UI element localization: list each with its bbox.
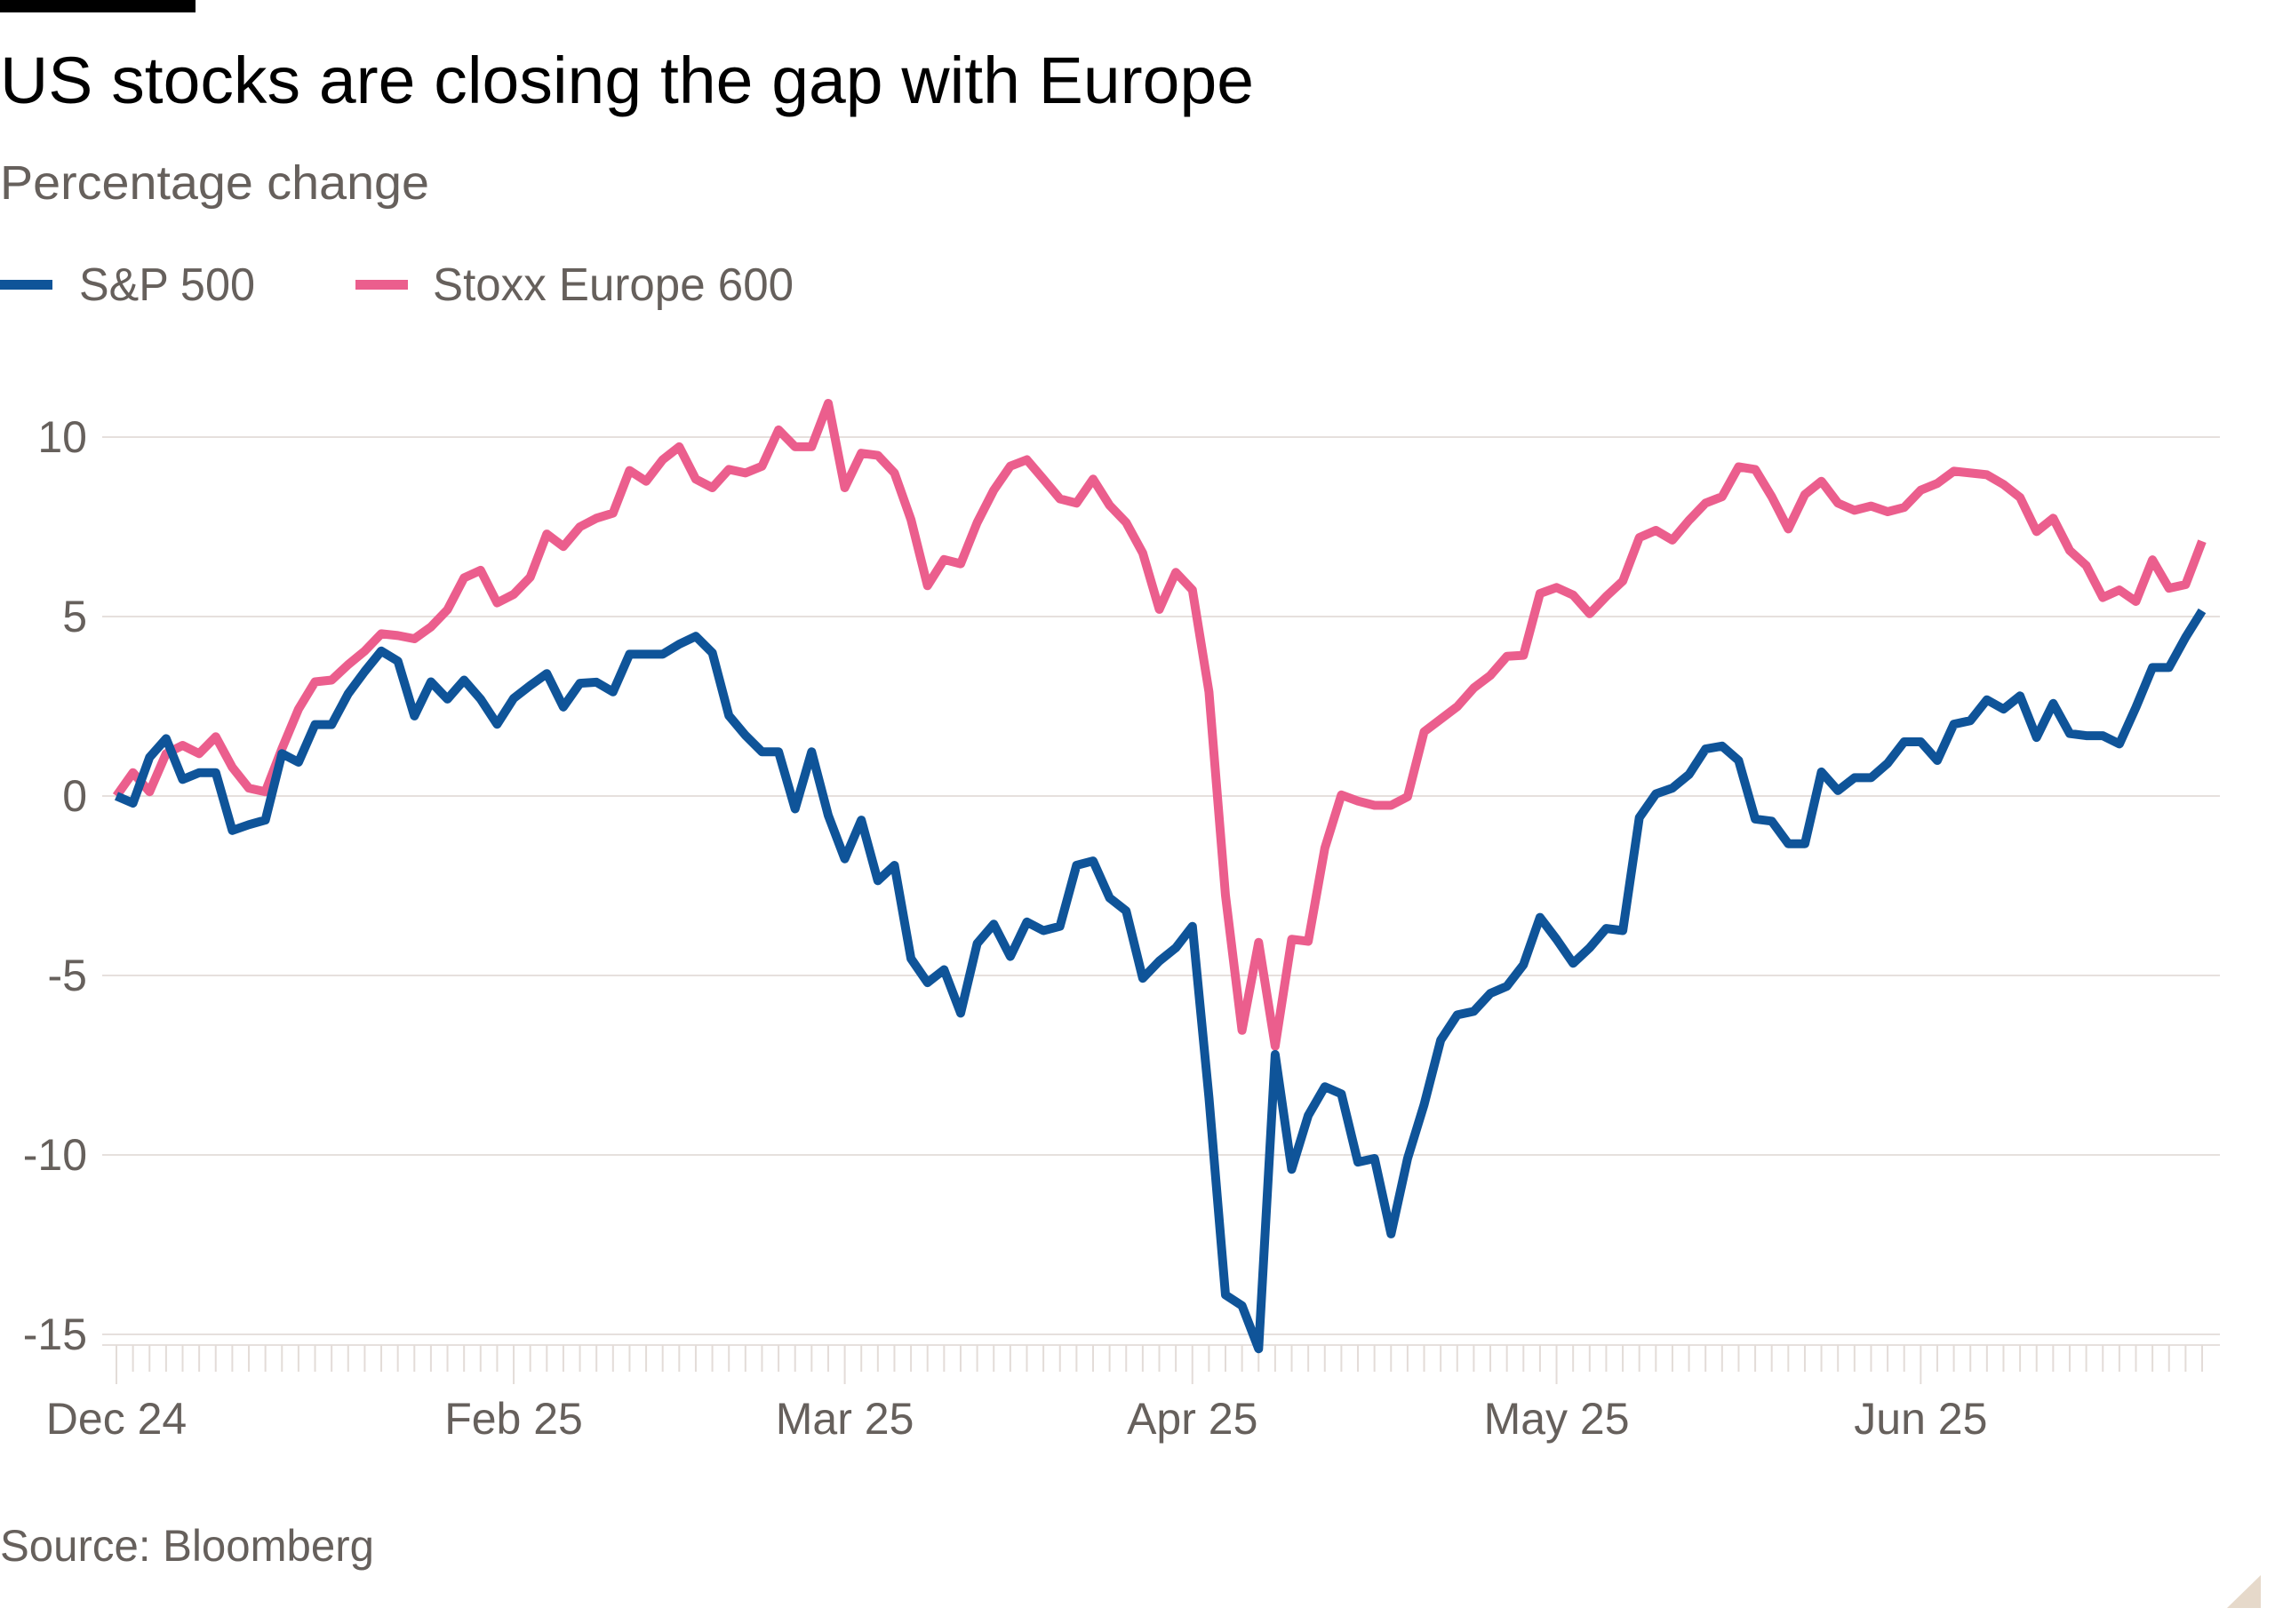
y-tick-label: 5 xyxy=(62,592,87,641)
legend-swatch-sp500 xyxy=(0,280,52,290)
y-tick-label: -10 xyxy=(23,1130,87,1180)
x-tick-label: May 25 xyxy=(1484,1394,1630,1444)
x-tick-label: Apr 25 xyxy=(1127,1394,1257,1444)
series-line-sp500 xyxy=(115,608,2207,1354)
brand-bar xyxy=(0,0,196,12)
legend: S&P 500 Stoxx Europe 600 xyxy=(0,259,794,311)
x-tick-label: Dec 24 xyxy=(46,1394,187,1444)
y-tick-label: -15 xyxy=(23,1310,87,1359)
gridlines xyxy=(102,436,2220,1335)
x-tick-label: Jun 25 xyxy=(1854,1394,1987,1444)
x-tick-label: Mar 25 xyxy=(776,1394,914,1444)
legend-swatch-stoxx xyxy=(355,280,408,290)
source-note: Source: Bloomberg xyxy=(0,1521,374,1571)
legend-label-stoxx: Stoxx Europe 600 xyxy=(433,259,794,311)
corner-fold-icon xyxy=(2227,1575,2261,1608)
x-axis: Dec 24 Feb 25 Mar 25 Apr 25 May 25 Jun 25 xyxy=(46,1344,2220,1444)
chart-subtitle: Percentage change xyxy=(0,156,429,210)
y-tick-label: 10 xyxy=(37,412,87,462)
series-line-stoxx600 xyxy=(112,399,2207,1051)
legend-label-sp500: S&P 500 xyxy=(79,259,255,311)
x-tick-label: Feb 25 xyxy=(444,1394,583,1444)
chart-title: US stocks are closing the gap with Europ… xyxy=(0,44,1254,117)
y-axis: 10 5 0 -5 -10 -15 xyxy=(23,412,87,1359)
y-tick-label: -5 xyxy=(48,951,87,1000)
series-lines xyxy=(112,399,2207,1354)
y-tick-label: 0 xyxy=(62,771,87,821)
